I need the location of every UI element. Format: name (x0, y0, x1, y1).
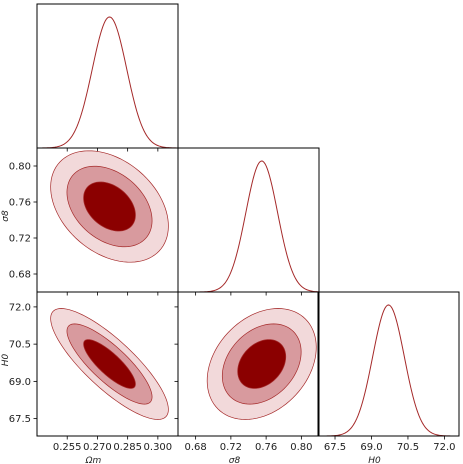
x-axis-label-h0: H0 (368, 456, 381, 464)
y-axis-label-s8: σ8 (1, 210, 11, 222)
posterior-curve-om (37, 16, 178, 148)
contour-1sigma-om-s8 (83, 181, 136, 232)
panel-frame (36, 3, 179, 149)
panel-om (36, 3, 179, 152)
y-tick-label-h0: 69.0 (9, 377, 31, 388)
y-tick-label-h0: 72.0 (9, 302, 31, 313)
panel-s8 (177, 147, 320, 296)
x-axis-label-s8: σ8 (229, 456, 241, 464)
x-tick-label-h0: 72.0 (433, 442, 455, 453)
panel-om-h0 (33, 291, 179, 440)
panel-frame (177, 147, 320, 293)
y-tick-label-s8: 0.72 (9, 234, 31, 245)
x-tick-label-s8: 0.68 (184, 442, 206, 453)
contour-1sigma-om-h0 (83, 339, 136, 389)
x-axis-label-om: Ωm (85, 456, 102, 464)
x-tick-label-om: 0.300 (144, 442, 173, 453)
x-tick-label-h0: 70.5 (397, 442, 419, 453)
panel-h0 (317, 291, 460, 440)
x-tick-label-om: 0.270 (83, 442, 112, 453)
x-tick-label-h0: 69.0 (360, 442, 382, 453)
posterior-curve-h0 (318, 304, 459, 436)
panel-frame (317, 291, 460, 437)
x-tick-label-s8: 0.80 (290, 442, 312, 453)
y-tick-label-s8: 0.76 (9, 198, 31, 209)
posterior-curve-s8 (178, 160, 319, 292)
panel-om-s8 (33, 147, 179, 296)
panel-frame (177, 291, 320, 437)
x-tick-label-om: 0.255 (53, 442, 82, 453)
x-tick-label-om: 0.285 (113, 442, 142, 453)
y-tick-label-h0: 67.5 (9, 414, 31, 425)
x-tick-label-s8: 0.76 (255, 442, 277, 453)
x-tick-label-s8: 0.72 (220, 442, 242, 453)
x-tick-label-h0: 67.5 (324, 442, 346, 453)
y-axis-label-h0: H0 (1, 353, 11, 366)
y-tick-label-s8: 0.68 (9, 270, 31, 281)
y-tick-label-s8: 0.80 (9, 162, 31, 173)
y-tick-label-h0: 70.5 (9, 340, 31, 351)
contour-1sigma-s8-h0 (237, 339, 287, 389)
panel-s8-h0 (174, 291, 320, 440)
